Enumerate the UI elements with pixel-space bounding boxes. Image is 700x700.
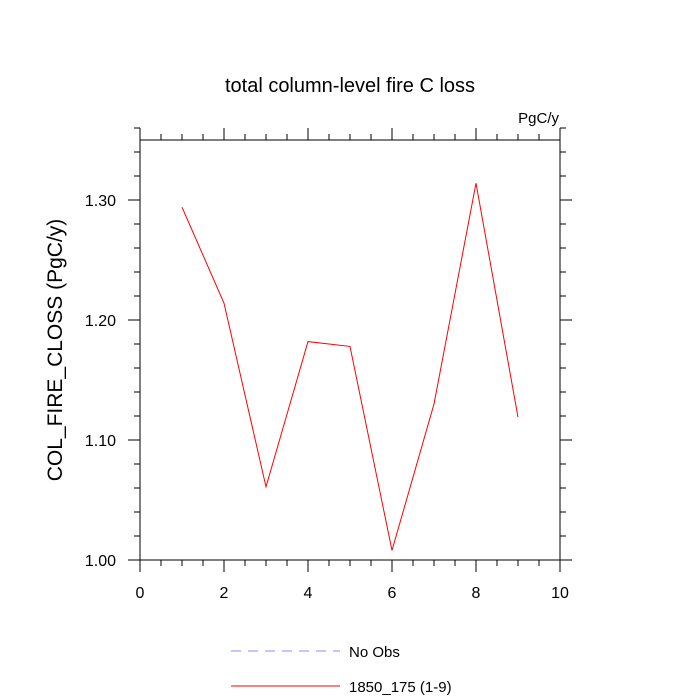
legend-label: 1850_175 (1-9) xyxy=(349,679,452,696)
x-tick-label: 0 xyxy=(136,585,145,602)
legend-label: No Obs xyxy=(349,644,400,661)
series-lines xyxy=(181,183,519,551)
y-tick-label: 1.10 xyxy=(85,433,116,450)
plot-frame xyxy=(139,139,561,561)
legend: No Obs 1850_175 (1-9) xyxy=(231,644,452,696)
x-tick-label: 4 xyxy=(304,585,313,602)
axis-tick-labels: 0 2 4 6 8 10 1.00 1.10 1.20 1.30 xyxy=(85,193,569,602)
y-axis-label: COL_FIRE_CLOSS (PgC/y) xyxy=(44,219,67,482)
x-tick-label: 10 xyxy=(551,585,569,602)
series-line xyxy=(181,183,519,551)
chart-title: total column-level fire C loss xyxy=(225,75,475,97)
x-tick-label: 2 xyxy=(220,585,229,602)
x-tick-label: 6 xyxy=(388,585,397,602)
y-tick-label: 1.20 xyxy=(85,313,116,330)
y-tick-label: 1.30 xyxy=(85,193,116,210)
x-tick-label: 8 xyxy=(472,585,481,602)
units-label: PgC/y xyxy=(518,110,559,127)
axis-ticks xyxy=(128,127,572,572)
y-tick-label: 1.00 xyxy=(85,553,116,570)
